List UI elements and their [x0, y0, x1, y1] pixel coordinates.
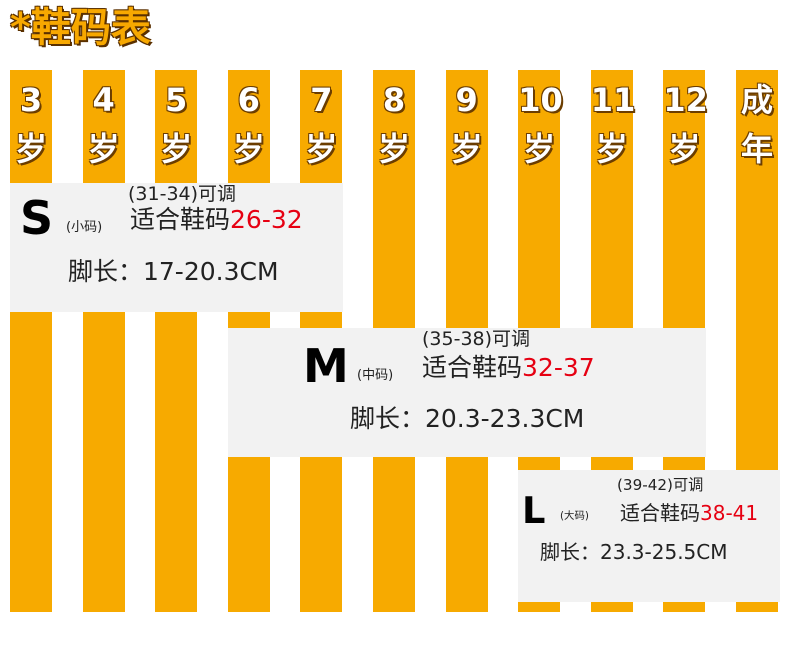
adjust-note: (35-38)可调: [422, 328, 531, 350]
age-number: 成: [740, 81, 773, 119]
age-number: 4: [92, 81, 115, 119]
foot-length: 脚长：20.3-23.3CM: [350, 404, 585, 433]
size-panel: (39-42)可调 L (大码) 适合鞋码38-41 脚长：23.3-25.5CM: [518, 470, 780, 602]
fit-line: 适合鞋码32-37: [422, 355, 595, 380]
age-column: [155, 70, 198, 612]
size-panel: (31-34)可调 S (小码) 适合鞋码26-32 脚长：17-20.3CM: [10, 183, 343, 312]
size-letter: L: [522, 489, 546, 532]
age-number: 11: [590, 81, 636, 119]
adjust-note: (39-42)可调: [617, 476, 704, 494]
age-unit: 岁: [523, 130, 556, 168]
age-number: 8: [382, 81, 406, 119]
age-number: 10: [518, 81, 563, 119]
fit-label: 适合鞋码: [130, 205, 231, 234]
age-unit: 年: [740, 130, 773, 168]
age-unit: 岁: [14, 130, 47, 168]
age-unit: 岁: [377, 130, 410, 168]
age-number: 3: [19, 81, 43, 119]
fit-range: 26-32: [230, 205, 303, 234]
size-tag: (小码): [66, 220, 103, 235]
age-number: 9: [455, 81, 478, 119]
age-unit: 岁: [160, 130, 193, 168]
size-tag: (中码): [357, 368, 394, 383]
foot-length: 脚长：17-20.3CM: [68, 257, 279, 286]
adjust-note: (31-34)可调: [128, 183, 237, 205]
age-unit: 岁: [87, 130, 120, 168]
age-unit: 岁: [450, 130, 483, 168]
age-number: 6: [237, 81, 260, 119]
fit-label: 适合鞋码: [620, 501, 700, 525]
foot-length: 脚长：23.3-25.5CM: [540, 540, 728, 564]
age-number: 7: [310, 81, 333, 119]
age-number: 5: [165, 81, 188, 119]
age-unit: 岁: [305, 130, 338, 168]
size-panel: (35-38)可调 M (中码) 适合鞋码32-37 脚长：20.3-23.3CM: [228, 328, 706, 457]
fit-label: 适合鞋码: [422, 353, 523, 382]
age-unit: 岁: [595, 130, 628, 168]
age-column: [10, 70, 52, 612]
age-unit: 岁: [668, 130, 701, 168]
size-tag: (大码): [560, 510, 589, 522]
fit-line: 适合鞋码26-32: [130, 207, 303, 232]
fit-range: 38-41: [700, 501, 759, 525]
fit-line: 适合鞋码38-41: [620, 503, 758, 523]
title: *鞋码表: [10, 5, 151, 51]
age-unit: 岁: [232, 130, 265, 168]
age-number: 12: [663, 81, 708, 119]
size-letter: S: [20, 191, 54, 245]
fit-range: 32-37: [522, 353, 595, 382]
age-column: [82, 70, 125, 612]
size-letter: M: [303, 339, 349, 393]
